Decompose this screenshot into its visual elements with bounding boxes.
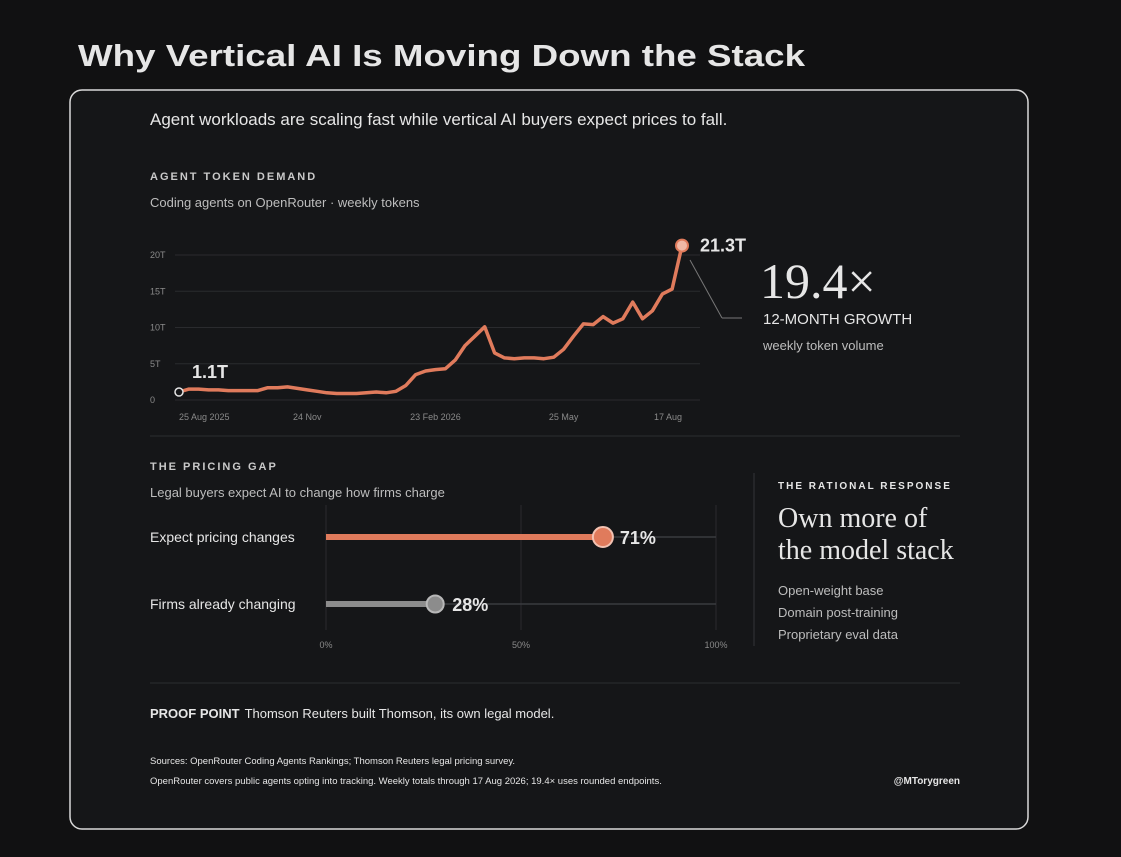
section-label: AGENT TOKEN DEMAND [150, 171, 317, 183]
x-tick-label: 17 Aug [654, 412, 682, 422]
callout-value: 19.4× [760, 253, 876, 309]
footer-handle: @MTorygreen [894, 776, 960, 787]
x-tick-label: 25 Aug 2025 [179, 412, 230, 422]
line [177, 243, 684, 396]
y-tick-label: 5T [150, 359, 161, 369]
footer-note: OpenRouter covers public agents opting i… [150, 776, 662, 787]
card [69, 89, 1029, 830]
bar [326, 601, 436, 607]
section-label: THE PRICING GAP [150, 461, 278, 473]
point [675, 238, 689, 253]
x-tick-label: 23 Feb 2026 [410, 412, 461, 422]
proof-point: PROOF POINT Thomson Reuters built Thomson… [150, 706, 554, 721]
x-tick-label: 0% [319, 640, 332, 650]
x-tick-label: 50% [512, 640, 530, 650]
category-label: Firms already changing [150, 596, 296, 612]
subtitle: Agent workloads are scaling fast while v… [150, 110, 727, 129]
y-tick-label: 0 [150, 395, 155, 405]
response-heading: the model stack [778, 535, 954, 566]
section-subtitle: Legal buyers expect AI to change how fir… [150, 485, 445, 500]
proof-label: PROOF POINT [150, 706, 240, 721]
response-item: Open-weight base [778, 583, 884, 598]
value-label: 28% [452, 595, 488, 615]
leader-line [689, 259, 723, 319]
response-item: Proprietary eval data [778, 627, 899, 642]
response-heading: Own more of [778, 503, 928, 534]
value-label: 21.3T [700, 236, 746, 256]
y-tick-label: 15T [150, 286, 166, 296]
bar-end [591, 526, 614, 548]
footer-sources: Sources: OpenRouter Coding Agents Rankin… [150, 756, 515, 767]
y-tick-label: 20T [150, 250, 166, 260]
bar-end [425, 594, 445, 614]
page-title: Why Vertical AI Is Moving Down the Stack [78, 38, 806, 73]
x-tick-label: 25 May [549, 412, 579, 422]
x-tick-label: 24 Nov [293, 412, 322, 422]
response-item: Domain post-training [778, 605, 898, 620]
callout-note: weekly token volume [762, 338, 884, 353]
proof-text: Thomson Reuters built Thomson, its own l… [245, 706, 555, 721]
point [174, 387, 184, 397]
category-label: Expect pricing changes [150, 529, 295, 545]
value-label: 71% [620, 528, 656, 548]
y-tick-label: 10T [150, 323, 166, 333]
response-label: THE RATIONAL RESPONSE [778, 481, 952, 492]
value-label: 1.1T [192, 362, 228, 382]
section-subtitle: Coding agents on OpenRouter · weekly tok… [150, 195, 420, 210]
x-tick-label: 100% [704, 640, 727, 650]
bar [326, 534, 603, 540]
callout-label: 12-MONTH GROWTH [763, 311, 912, 328]
